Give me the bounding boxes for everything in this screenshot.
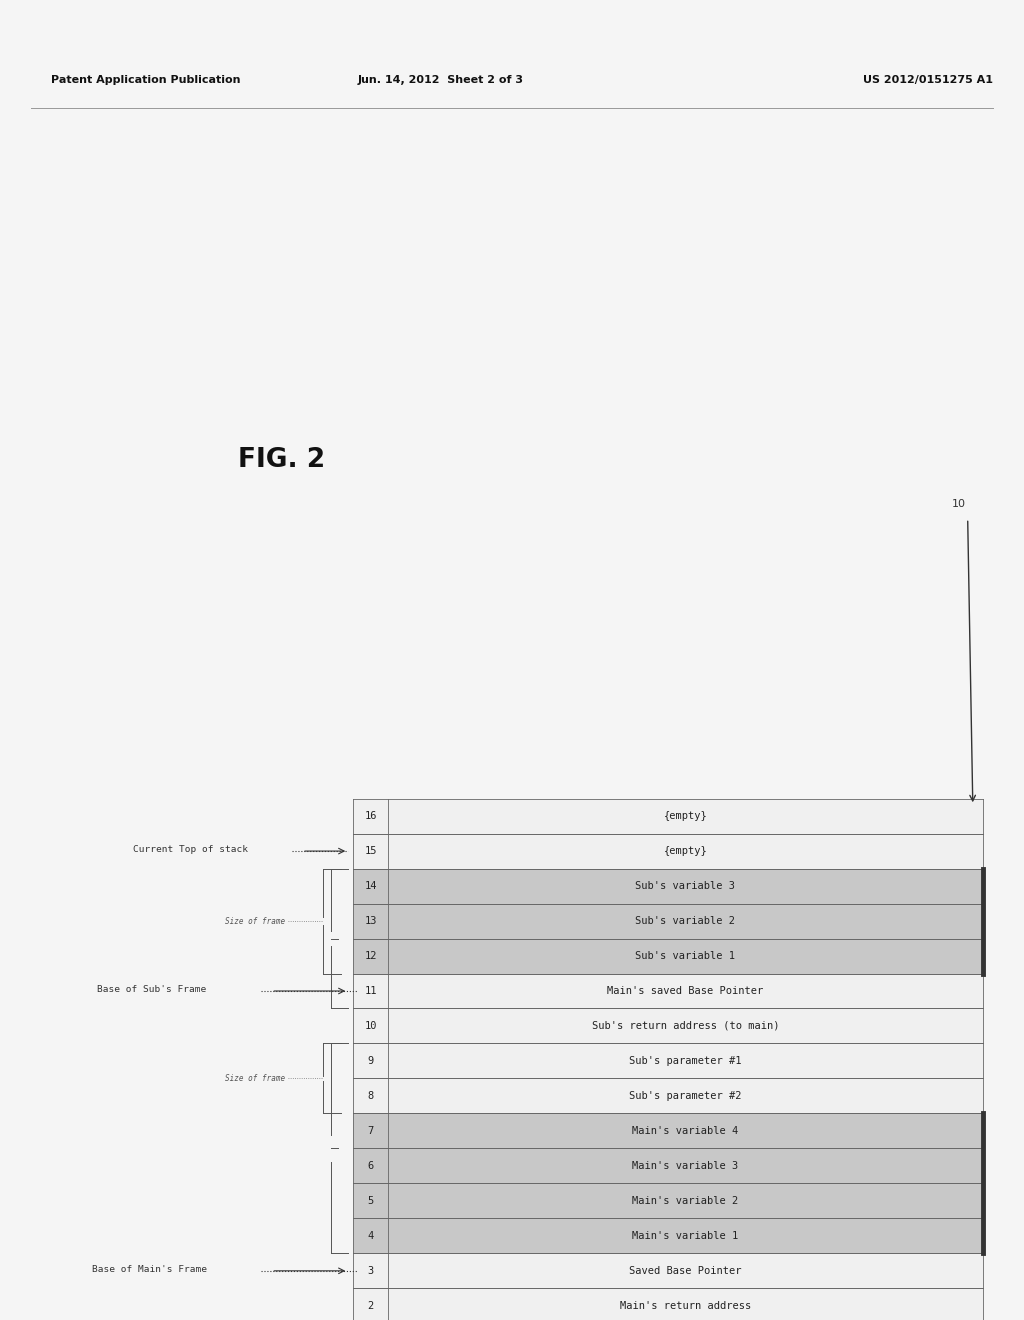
Text: 3: 3 xyxy=(368,1266,374,1276)
Text: 12: 12 xyxy=(365,950,377,961)
Bar xyxy=(388,869,983,903)
Bar xyxy=(388,1254,983,1288)
Text: 15: 15 xyxy=(365,846,377,857)
Bar xyxy=(388,1183,983,1218)
Bar xyxy=(353,1148,388,1183)
Bar xyxy=(388,939,983,974)
Text: Main's variable 1: Main's variable 1 xyxy=(633,1230,738,1241)
Bar xyxy=(388,1218,983,1254)
Bar xyxy=(388,973,983,1008)
Bar xyxy=(353,1008,388,1043)
Bar xyxy=(353,1043,388,1078)
Text: Current Top of stack: Current Top of stack xyxy=(133,845,248,854)
Text: 16: 16 xyxy=(365,810,377,821)
Text: Patent Application Publication: Patent Application Publication xyxy=(51,75,241,84)
Bar xyxy=(353,903,388,939)
Text: 10: 10 xyxy=(952,499,967,510)
Text: Main's return address: Main's return address xyxy=(620,1300,751,1311)
Text: Sub's parameter #2: Sub's parameter #2 xyxy=(629,1090,741,1101)
Text: 6: 6 xyxy=(368,1160,374,1171)
Text: 2: 2 xyxy=(368,1300,374,1311)
Bar xyxy=(353,869,388,903)
Text: 7: 7 xyxy=(368,1126,374,1137)
Text: 8: 8 xyxy=(368,1090,374,1101)
Bar xyxy=(353,834,388,869)
Bar xyxy=(388,1043,983,1078)
Bar xyxy=(388,1114,983,1148)
Text: 5: 5 xyxy=(368,1196,374,1206)
Text: Sub's variable 2: Sub's variable 2 xyxy=(636,916,735,927)
Text: 9: 9 xyxy=(368,1056,374,1067)
Text: Jun. 14, 2012  Sheet 2 of 3: Jun. 14, 2012 Sheet 2 of 3 xyxy=(357,75,523,84)
Text: 11: 11 xyxy=(365,986,377,997)
Text: {empty}: {empty} xyxy=(664,846,708,857)
Text: Sub's parameter #1: Sub's parameter #1 xyxy=(629,1056,741,1067)
Bar xyxy=(388,799,983,834)
Bar xyxy=(353,973,388,1008)
Bar xyxy=(353,1114,388,1148)
Bar xyxy=(388,1078,983,1113)
Bar xyxy=(353,1183,388,1218)
Bar xyxy=(388,1008,983,1043)
Bar xyxy=(353,939,388,974)
Bar xyxy=(353,1078,388,1113)
Text: Sub's return address (to main): Sub's return address (to main) xyxy=(592,1020,779,1031)
Bar xyxy=(388,903,983,939)
Text: FIG. 2: FIG. 2 xyxy=(238,447,326,473)
Text: 13: 13 xyxy=(365,916,377,927)
Bar xyxy=(353,799,388,834)
Text: US 2012/0151275 A1: US 2012/0151275 A1 xyxy=(863,75,993,84)
Text: 14: 14 xyxy=(365,880,377,891)
Text: Main's variable 3: Main's variable 3 xyxy=(633,1160,738,1171)
Text: Main's variable 4: Main's variable 4 xyxy=(633,1126,738,1137)
Text: Saved Base Pointer: Saved Base Pointer xyxy=(629,1266,741,1276)
Bar xyxy=(353,1218,388,1254)
Bar xyxy=(388,1288,983,1320)
Text: Base of Main's Frame: Base of Main's Frame xyxy=(92,1265,207,1274)
Bar xyxy=(388,834,983,869)
Text: 10: 10 xyxy=(365,1020,377,1031)
Text: {empty}: {empty} xyxy=(664,810,708,821)
Bar xyxy=(353,1288,388,1320)
Text: Base of Sub's Frame: Base of Sub's Frame xyxy=(97,985,207,994)
Text: Main's variable 2: Main's variable 2 xyxy=(633,1196,738,1206)
Text: Sub's variable 1: Sub's variable 1 xyxy=(636,950,735,961)
Text: Size of frame: Size of frame xyxy=(224,1074,285,1082)
Text: 4: 4 xyxy=(368,1230,374,1241)
Text: Size of frame: Size of frame xyxy=(224,916,285,925)
Text: Main's saved Base Pointer: Main's saved Base Pointer xyxy=(607,986,764,997)
Bar xyxy=(353,1254,388,1288)
Bar xyxy=(388,1148,983,1183)
Text: Sub's variable 3: Sub's variable 3 xyxy=(636,880,735,891)
